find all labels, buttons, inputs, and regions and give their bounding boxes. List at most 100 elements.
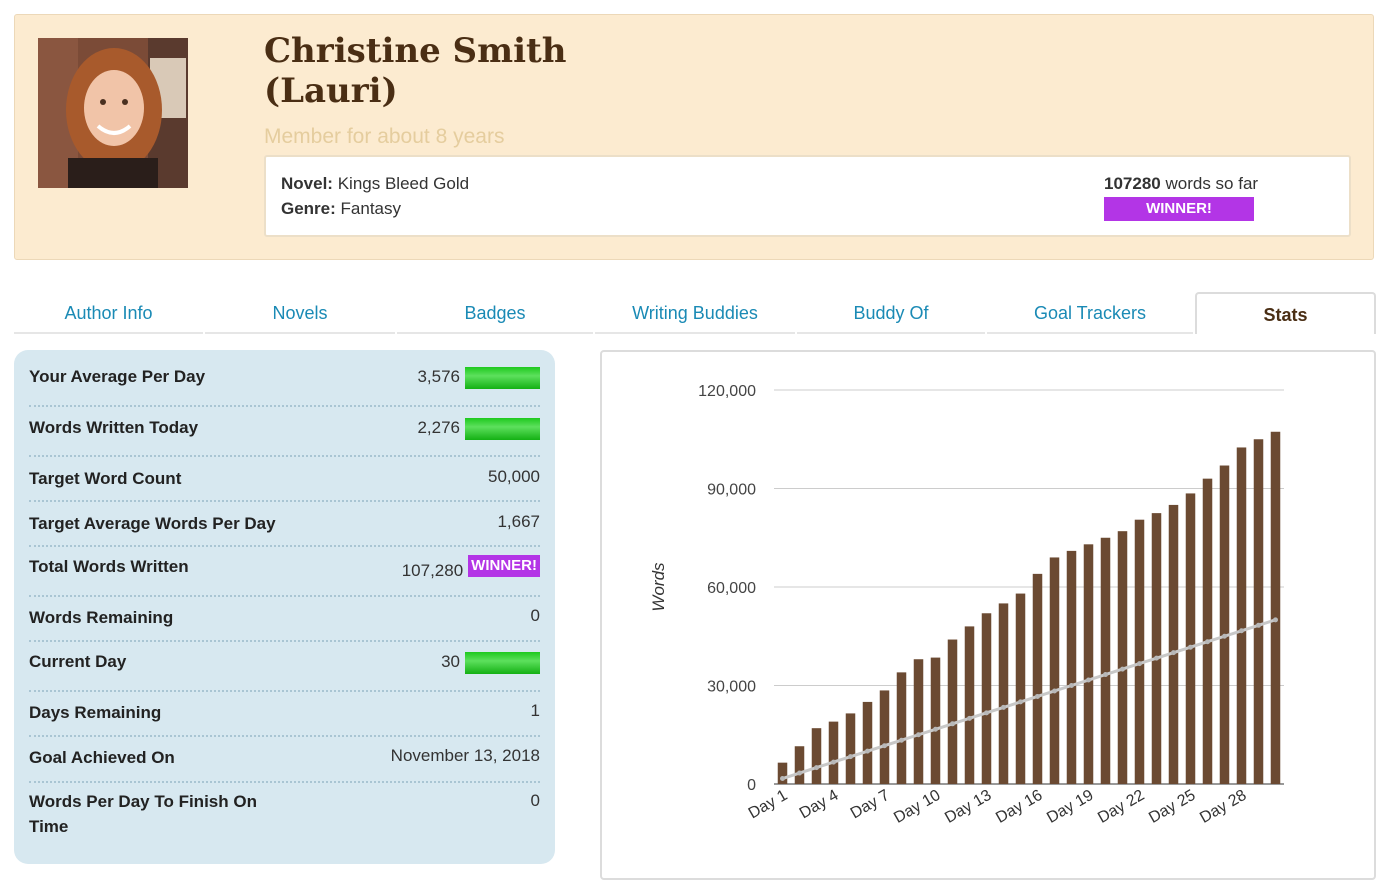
stat-number: 30 bbox=[441, 652, 460, 671]
x-tick-label: Day 13 bbox=[942, 787, 994, 827]
novel-title[interactable]: Kings Bleed Gold bbox=[337, 174, 470, 193]
chart-bar bbox=[998, 603, 1009, 784]
target-point bbox=[814, 765, 819, 771]
target-point bbox=[1171, 650, 1176, 656]
progress-bar bbox=[465, 652, 540, 674]
x-tick-label: Day 10 bbox=[891, 787, 943, 827]
target-point bbox=[1035, 693, 1040, 699]
chart-bar bbox=[964, 626, 975, 784]
stat-label: Goal Achieved On bbox=[29, 748, 175, 767]
novel-summary: Novel: Kings Bleed Gold Genre: Fantasy 1… bbox=[264, 155, 1351, 237]
target-point bbox=[848, 754, 853, 760]
stats-panel: Your Average Per Day 3,576 Words Written… bbox=[14, 350, 555, 864]
profile-avatar bbox=[38, 38, 188, 188]
tab-badges[interactable]: Badges bbox=[397, 292, 593, 334]
target-point bbox=[899, 737, 904, 743]
chart-bar bbox=[828, 721, 839, 784]
target-point bbox=[1239, 628, 1244, 634]
chart-bar bbox=[1032, 573, 1043, 784]
chart-bar bbox=[1253, 439, 1264, 784]
target-point bbox=[780, 776, 785, 782]
chart-bar bbox=[862, 701, 873, 784]
chart-bar bbox=[913, 659, 924, 784]
target-point bbox=[1018, 699, 1023, 705]
chart-bar bbox=[811, 728, 822, 784]
chart-bar bbox=[1168, 504, 1179, 784]
stat-value: 3,576 bbox=[417, 367, 540, 389]
stat-value: November 13, 2018 bbox=[390, 746, 540, 765]
y-tick-label: 90,000 bbox=[707, 482, 756, 499]
chart-bar bbox=[1117, 531, 1128, 784]
chart-bar bbox=[1270, 431, 1281, 784]
stat-value: 0 bbox=[530, 791, 540, 810]
stat-row-goal-achieved: Goal Achieved On November 13, 2018 bbox=[29, 737, 540, 783]
target-point bbox=[1120, 666, 1125, 672]
target-point bbox=[1001, 704, 1006, 710]
novel-line: Novel: Kings Bleed Gold bbox=[281, 174, 469, 194]
chart-bar bbox=[1066, 550, 1077, 784]
chart-bar bbox=[1236, 447, 1247, 784]
profile-header: Christine Smith (Lauri) Member for about… bbox=[14, 14, 1374, 260]
chart-bar bbox=[879, 690, 890, 784]
x-tick-label: Day 22 bbox=[1095, 787, 1147, 827]
chart-bar bbox=[896, 672, 907, 784]
chart-bar bbox=[845, 713, 856, 784]
chart-bar bbox=[1134, 519, 1145, 784]
target-point bbox=[882, 743, 887, 749]
x-tick-label: Day 4 bbox=[797, 787, 842, 823]
target-point bbox=[1086, 677, 1091, 683]
chart-bar bbox=[1083, 544, 1094, 784]
target-point bbox=[1137, 661, 1142, 667]
chart-bar bbox=[1151, 513, 1162, 784]
stat-number: 2,276 bbox=[417, 418, 460, 437]
stat-row-total-words: Total Words Written 107,280 WINNER! bbox=[29, 547, 540, 597]
y-tick-label: 60,000 bbox=[707, 580, 756, 597]
winner-badge: WINNER! bbox=[1104, 197, 1254, 221]
word-count-suffix: words so far bbox=[1165, 174, 1259, 193]
chart-bar bbox=[777, 762, 788, 784]
stat-row-words-remaining: Words Remaining 0 bbox=[29, 597, 540, 642]
target-point bbox=[950, 721, 955, 727]
stat-label: Words Remaining bbox=[29, 608, 174, 627]
tab-goal-trackers[interactable]: Goal Trackers bbox=[987, 292, 1193, 334]
stat-value: 1 bbox=[530, 701, 540, 720]
target-point bbox=[984, 710, 989, 716]
stat-value: 107,280 WINNER! bbox=[401, 555, 540, 580]
stat-label: Total Words Written bbox=[29, 557, 189, 576]
stat-row-target-average: Target Average Words Per Day 1,667 bbox=[29, 502, 540, 547]
chart-bar bbox=[1185, 493, 1196, 784]
tab-author-info[interactable]: Author Info bbox=[14, 292, 203, 334]
stat-value: 0 bbox=[530, 606, 540, 625]
tab-novels[interactable]: Novels bbox=[205, 292, 395, 334]
y-tick-label: 30,000 bbox=[707, 679, 756, 696]
stat-row-words-per-day-to-finish: Words Per Day To Finish On Time 0 bbox=[29, 783, 540, 853]
chart-bar bbox=[1100, 537, 1111, 784]
chart-bar bbox=[1219, 465, 1230, 784]
x-tick-label: Day 16 bbox=[993, 787, 1045, 827]
profile-tabs: Author Info Novels Badges Writing Buddie… bbox=[14, 292, 1376, 334]
chart-bar bbox=[930, 657, 941, 784]
tab-stats[interactable]: Stats bbox=[1195, 292, 1376, 334]
genre-label: Genre: bbox=[281, 199, 336, 218]
tab-writing-buddies[interactable]: Writing Buddies bbox=[595, 292, 795, 334]
target-point bbox=[797, 770, 802, 776]
stat-label: Your Average Per Day bbox=[29, 367, 206, 386]
x-tick-label: Day 25 bbox=[1146, 787, 1198, 827]
y-tick-label: 0 bbox=[747, 777, 756, 794]
target-point bbox=[1069, 683, 1074, 688]
tab-buddy-of[interactable]: Buddy Of bbox=[797, 292, 985, 334]
word-count: 107280 bbox=[1104, 174, 1161, 193]
winner-badge: WINNER! bbox=[468, 555, 540, 577]
stat-value: 50,000 bbox=[488, 467, 540, 486]
target-point bbox=[916, 732, 921, 738]
chart-bar bbox=[947, 639, 958, 784]
stat-row-words-today: Words Written Today 2,276 bbox=[29, 407, 540, 457]
words-chart: 0 30,000 60,000 90,000 120,000 Words Day 1 Day … bbox=[600, 350, 1376, 880]
stat-label: Target Word Count bbox=[29, 469, 182, 488]
target-point bbox=[1052, 688, 1057, 694]
stat-row-target-word-count: Target Word Count 50,000 bbox=[29, 457, 540, 502]
progress-bar bbox=[465, 367, 540, 389]
stat-number: 107,280 bbox=[401, 561, 464, 580]
y-axis-label: Words bbox=[649, 562, 668, 612]
